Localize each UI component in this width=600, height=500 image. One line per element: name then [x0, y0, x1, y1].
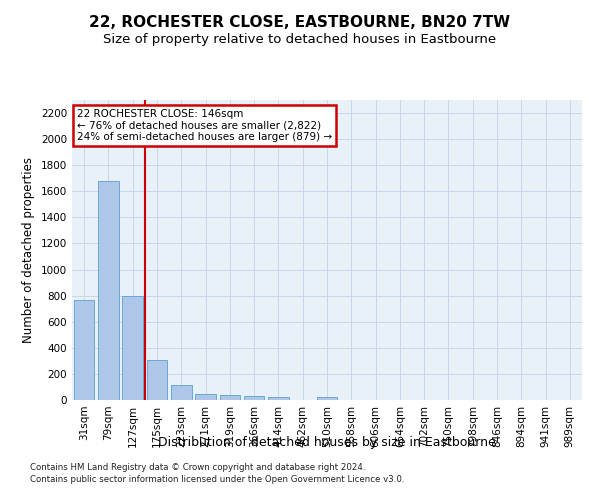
Bar	[146, 360, 167, 400]
Text: 22, ROCHESTER CLOSE, EASTBOURNE, BN20 7TW: 22, ROCHESTER CLOSE, EASTBOURNE, BN20 7T…	[89, 15, 511, 30]
Bar	[171, 385, 191, 400]
Text: Size of property relative to detached houses in Eastbourne: Size of property relative to detached ho…	[103, 32, 497, 46]
Bar	[268, 397, 289, 400]
Text: Contains public sector information licensed under the Open Government Licence v3: Contains public sector information licen…	[30, 474, 404, 484]
Bar	[317, 397, 337, 400]
Text: 22 ROCHESTER CLOSE: 146sqm
← 76% of detached houses are smaller (2,822)
24% of s: 22 ROCHESTER CLOSE: 146sqm ← 76% of deta…	[77, 109, 332, 142]
Bar	[98, 181, 119, 400]
Bar	[220, 396, 240, 400]
Text: Contains HM Land Registry data © Crown copyright and database right 2024.: Contains HM Land Registry data © Crown c…	[30, 464, 365, 472]
Text: Distribution of detached houses by size in Eastbourne: Distribution of detached houses by size …	[158, 436, 496, 449]
Bar	[195, 394, 216, 400]
Y-axis label: Number of detached properties: Number of detached properties	[22, 157, 35, 343]
Bar	[122, 296, 143, 400]
Bar	[244, 396, 265, 400]
Bar	[74, 300, 94, 400]
